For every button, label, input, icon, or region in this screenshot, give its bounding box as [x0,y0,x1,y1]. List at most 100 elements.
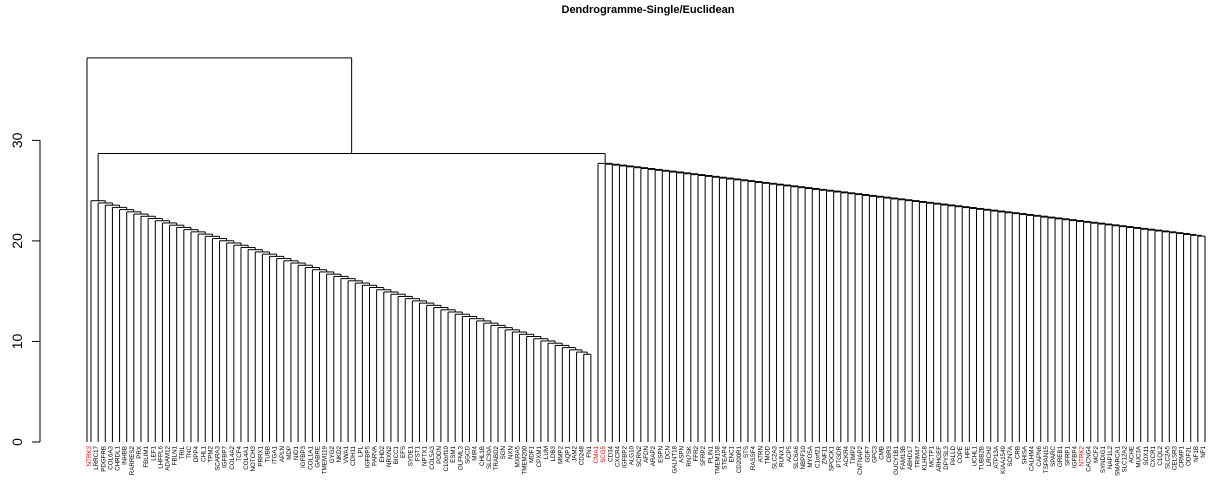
leaf-label: APLN [279,446,286,462]
leaf-label: SPOCK1 [829,445,836,471]
leaf-label: DPYSL3 [943,445,950,469]
leaf-label: SLC6A6 [793,445,800,469]
leaf-label: COL4A2 [229,445,236,469]
leaf-label: COPE [957,446,964,464]
leaf-label: COL1A1 [307,445,314,469]
leaf-label: SFRP1 [1064,445,1071,466]
leaf-label: PODN [436,446,443,464]
leaf-label: ACHE [1129,446,1136,463]
leaf-label: TRABD2 [493,445,500,470]
leaf-label: ODF2L [1186,445,1193,466]
leaf-label: CRB [1014,446,1021,459]
leaf-label: SCN7A [1007,445,1014,467]
leaf-label: AQP1 [564,445,571,462]
leaf-label: CRMP1 [1179,445,1186,467]
leaf-label: NPTX1 [422,445,429,466]
leaf-label: LRCH2 [986,445,993,466]
leaf-label: MXRA5 [514,445,521,467]
leaf-label: TRIL [179,445,186,459]
leaf-label: NAP1L2 [1107,445,1114,469]
leaf-label: ABHD17 [907,445,914,470]
leaf-label: EFS [400,446,407,458]
leaf-label: MDP [286,446,293,460]
leaf-label: COL6A3 [107,445,114,469]
leaf-label: SMARCA1 [1114,445,1121,475]
leaf-label: NID1 [293,445,300,460]
leaf-label: SOX11 [1143,445,1150,465]
leaf-label: SLC30A [486,445,493,469]
leaf-label: SFRP2 [700,445,707,466]
leaf-label: FST1 [414,445,421,461]
y-tick-label: 0 [9,438,25,446]
leaf-label: CHL1 [200,445,207,461]
leaf-label: TMEM119 [322,445,329,474]
leaf-label: OLFML3 [457,445,464,470]
leaf-label: IGFBP7 [222,445,229,468]
leaf-label: MUC3A [1136,445,1143,468]
leaf-label: MMP2 [557,445,564,463]
leaf-label: ITGA1 [272,445,279,463]
leaf-label: CXCR1 [1150,445,1157,467]
leaf-label: TPM2 [207,445,214,462]
leaf-label: CPXM1 [536,445,543,467]
leaf-label: CNTNAP2 [857,445,864,474]
leaf-label: TUBB2B [979,446,986,470]
leaf-label: DPP4 [193,445,200,462]
leaf-label: EHD2 [379,445,386,462]
leaf-label: TNC [186,445,193,458]
leaf-label: TCF4 [236,445,243,461]
leaf-label: PALLD [950,445,957,465]
leaf-label: NTRK3 [86,445,93,466]
leaf-label: COL4A1 [243,445,250,469]
leaf-label: CMB [879,446,886,460]
leaf-label: SLC12A2 [1121,445,1128,472]
leaf-label: TMOD [764,445,771,464]
leaf-label: SHISA [1021,445,1028,464]
leaf-label: DCN [664,446,671,459]
leaf-label: SGCD [464,445,471,463]
leaf-label: CACNG4 [1086,445,1093,471]
leaf-label: C1orf21 [814,445,821,468]
leaf-label: GDF7 [864,445,871,462]
leaf-label: CDH11 [350,445,357,465]
leaf-label: ATRN [757,446,764,462]
leaf-label: LRRC17 [93,445,100,469]
leaf-label: INHBB [122,446,129,465]
leaf-label: IGFBP5 [365,445,372,468]
leaf-label: TIMP2 [850,445,857,464]
leaf-label: NF1 [1200,445,1207,457]
leaf-label: LHFPL6 [157,445,164,468]
leaf-label: FAM13B [900,446,907,470]
leaf-label: CHRDL1 [115,445,122,470]
leaf-label: ARAP2 [650,445,657,466]
leaf-label: IGFBP3 [300,445,307,468]
chart-title: Dendrogramme-Single/Euclidean [561,4,735,16]
leaf-label: STS [743,446,750,458]
leaf-label: GPC3 [872,445,879,462]
leaf-label: SLC2A3 [772,445,779,469]
leaf-label: ZNF11 [822,445,829,464]
leaf-label: GREB1 [1057,445,1064,467]
leaf-label: LDB3 [550,445,557,461]
leaf-label: ACKR4 [843,445,850,466]
leaf-label: SPARC [1050,445,1057,466]
leaf-label: STEAP4 [722,445,729,469]
leaf-label: HFE [964,446,971,458]
leaf-label: SLC2A5 [1164,445,1171,469]
leaf-label: PTGDR [836,445,843,467]
leaf-label: RUNX1 [779,445,786,467]
leaf-label: MDF1 [529,445,536,462]
leaf-label: TUBB [265,446,272,463]
leaf-label: CXCR4 [614,445,621,467]
y-tick-label: 20 [9,233,25,249]
leaf-label: NF1B [1193,446,1200,462]
leaf-label: COL5A3 [429,445,436,469]
leaf-label: RARRES2 [129,445,136,475]
leaf-label: IGFBP4 [1071,445,1078,468]
leaf-label: ARHGEF [936,446,943,472]
leaf-label: NKD2 [336,445,343,462]
leaf-label: TRIM47 [914,445,921,468]
leaf-label: SCG5 [600,445,607,462]
leaf-label: ESM1 [450,445,457,462]
